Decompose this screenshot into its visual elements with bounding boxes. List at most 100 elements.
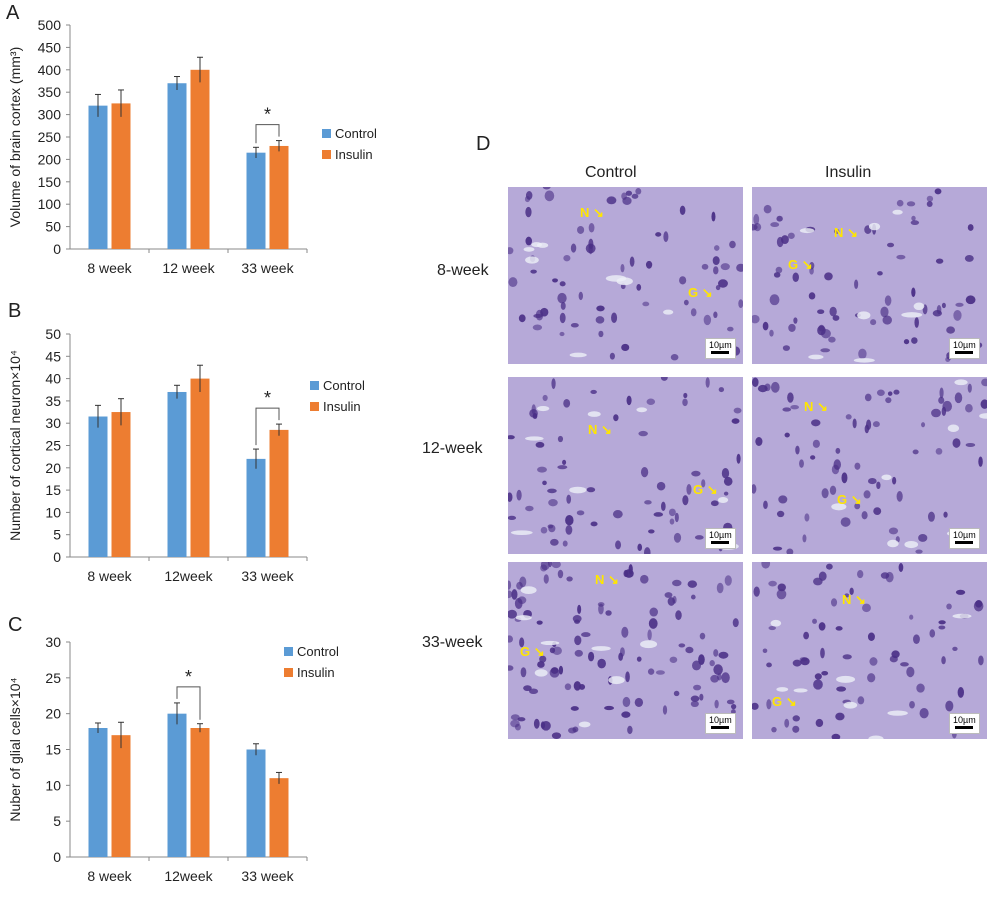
cell-nucleus — [911, 215, 916, 221]
cell-nucleus — [835, 626, 843, 631]
cell-nucleus — [566, 494, 572, 504]
cell-nucleus — [557, 292, 567, 304]
cell-nucleus — [733, 407, 742, 414]
bar-control — [246, 152, 266, 249]
cell-nucleus — [946, 326, 956, 334]
cell-nucleus — [673, 532, 682, 543]
cell-nucleus — [574, 649, 583, 657]
y-tick-label: 30 — [45, 634, 61, 650]
cell-nucleus — [909, 614, 914, 620]
cell-nucleus — [776, 510, 785, 518]
cell-nucleus — [694, 535, 704, 540]
vessel-space — [540, 640, 560, 646]
cell-nucleus — [808, 292, 816, 300]
cell-nucleus — [965, 442, 976, 447]
cell-nucleus — [625, 190, 633, 196]
cell-nucleus — [644, 500, 652, 505]
cell-nucleus — [800, 657, 810, 666]
bar-insulin — [111, 103, 131, 250]
scale-bar-line — [955, 541, 974, 544]
vessel-space — [868, 735, 884, 739]
cell-nucleus — [833, 228, 840, 234]
cell-nucleus — [762, 648, 768, 654]
cell-nucleus — [836, 686, 847, 692]
cell-nucleus — [770, 381, 780, 393]
cell-nucleus — [833, 459, 841, 471]
cell-nucleus — [551, 562, 561, 569]
cell-nucleus — [530, 269, 537, 274]
cell-nucleus — [820, 348, 831, 353]
cell-nucleus — [927, 511, 935, 522]
cell-nucleus — [914, 317, 919, 328]
cell-nucleus — [570, 243, 577, 253]
cell-nucleus — [551, 378, 556, 390]
y-tick-label: 350 — [38, 84, 62, 100]
cell-nucleus — [757, 384, 768, 393]
cell-nucleus — [723, 476, 733, 486]
cell-nucleus — [935, 447, 943, 455]
cell-nucleus — [597, 658, 606, 669]
cell-nucleus — [590, 389, 597, 395]
cell-nucleus — [551, 732, 562, 739]
bar-control — [88, 728, 108, 857]
cell-nucleus — [655, 670, 665, 675]
cell-nucleus — [564, 683, 572, 691]
y-tick-label: 20 — [45, 460, 61, 476]
cell-nucleus — [844, 593, 850, 598]
cell-nucleus — [691, 470, 701, 477]
cell-nucleus — [776, 215, 783, 222]
vessel-space — [947, 424, 960, 433]
cell-nucleus — [660, 501, 666, 512]
y-axis-label: Nuber of glial cells×10⁴ — [7, 677, 23, 821]
y-tick-label: 100 — [38, 196, 62, 212]
cell-nucleus — [786, 548, 794, 554]
cell-nucleus — [965, 295, 976, 305]
glia-marker: G ↘ — [788, 257, 813, 272]
cell-nucleus — [915, 549, 923, 554]
cell-nucleus — [784, 718, 790, 728]
vessel-space — [525, 436, 544, 441]
y-tick-label: 150 — [38, 174, 62, 190]
y-tick-label: 5 — [53, 813, 61, 829]
cell-nucleus — [752, 314, 760, 324]
cell-nucleus — [814, 673, 822, 680]
y-tick-label: 35 — [45, 393, 61, 409]
cell-nucleus — [721, 672, 730, 684]
x-tick-label: 8 week — [87, 868, 132, 884]
cell-nucleus — [880, 306, 889, 318]
cell-nucleus — [636, 656, 642, 662]
cell-nucleus — [713, 311, 718, 319]
micrograph-33-week-insulin: N ↘ G ↘ 10µm — [752, 562, 987, 739]
cell-nucleus — [570, 323, 579, 328]
cell-nucleus — [687, 580, 698, 588]
cell-nucleus — [792, 715, 800, 722]
scale-bar: 10µm — [705, 528, 736, 549]
cell-nucleus — [926, 195, 934, 202]
cell-nucleus — [668, 508, 676, 517]
cell-nucleus — [508, 515, 517, 520]
cell-nucleus — [674, 512, 679, 523]
cell-nucleus — [792, 659, 802, 667]
cell-nucleus — [869, 657, 878, 666]
cell-nucleus — [763, 204, 772, 214]
cell-nucleus — [605, 610, 612, 616]
cell-nucleus — [609, 352, 615, 360]
cell-nucleus — [731, 418, 740, 424]
chart-a-volume: 0 50 100 150 200 250 300 350 400 450 500 Volume of … — [7, 17, 377, 276]
cell-nucleus — [919, 708, 929, 719]
vessel-space — [868, 222, 881, 231]
cell-nucleus — [604, 705, 615, 711]
cell-nucleus — [544, 190, 555, 202]
cell-nucleus — [804, 513, 810, 522]
cell-nucleus — [710, 500, 719, 507]
cell-nucleus — [625, 671, 630, 683]
cell-nucleus — [793, 317, 798, 324]
cell-nucleus — [612, 510, 623, 519]
x-tick-label: 12week — [164, 568, 213, 584]
cell-nucleus — [946, 603, 952, 610]
cell-nucleus — [906, 666, 915, 678]
cell-nucleus — [723, 491, 729, 496]
cell-nucleus — [537, 466, 547, 473]
cell-nucleus — [887, 242, 895, 248]
legend-label-control: Control — [323, 378, 365, 393]
